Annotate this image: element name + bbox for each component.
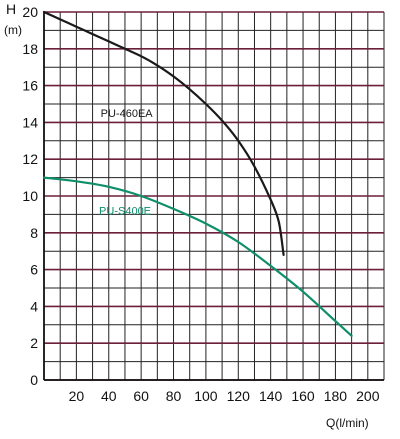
- y-axis-title: H: [6, 1, 16, 17]
- y-tick-label: 20: [22, 4, 38, 20]
- x-tick-label: 80: [166, 388, 182, 404]
- series-line-pu-460ea: [42, 10, 285, 256]
- series-line-pu-s400e: [42, 176, 353, 337]
- y-tick-label: 2: [30, 335, 38, 351]
- grid-layer: [43, 11, 385, 381]
- y-tick-label: 16: [22, 78, 38, 94]
- y-tick-label: 18: [22, 41, 38, 57]
- x-tick-label: 160: [291, 388, 315, 404]
- x-tick-label: 140: [259, 388, 283, 404]
- x-tick-label: 100: [194, 388, 218, 404]
- x-tick-label: 60: [133, 388, 149, 404]
- y-tick-label: 10: [22, 188, 38, 204]
- series-label-pu-460ea: PU-460EA: [101, 108, 154, 120]
- y-tick-label: 14: [22, 114, 38, 130]
- y-tick-label: 0: [30, 372, 38, 388]
- series-label-pu-s400e: PU-S400E: [99, 205, 151, 217]
- x-tick-label: 40: [101, 388, 117, 404]
- y-axis-unit: (m): [4, 23, 22, 37]
- axes-layer: [43, 12, 384, 381]
- x-axis-title: Q(l/min): [326, 416, 369, 430]
- x-tick-label: 180: [324, 388, 348, 404]
- x-tick-label: 20: [69, 388, 85, 404]
- y-tick-label: 12: [22, 151, 38, 167]
- x-tick-label: 200: [356, 388, 380, 404]
- y-tick-label: 6: [30, 262, 38, 278]
- x-tick-label: 120: [227, 388, 251, 404]
- labels-layer: 0 2 4 6 8 10 12 14 16 18 20 20 40 60 80 100 120 140 160 180…: [4, 1, 380, 430]
- series-layer: [42, 10, 353, 337]
- y-tick-label: 4: [30, 298, 38, 314]
- y-tick-label: 8: [30, 225, 38, 241]
